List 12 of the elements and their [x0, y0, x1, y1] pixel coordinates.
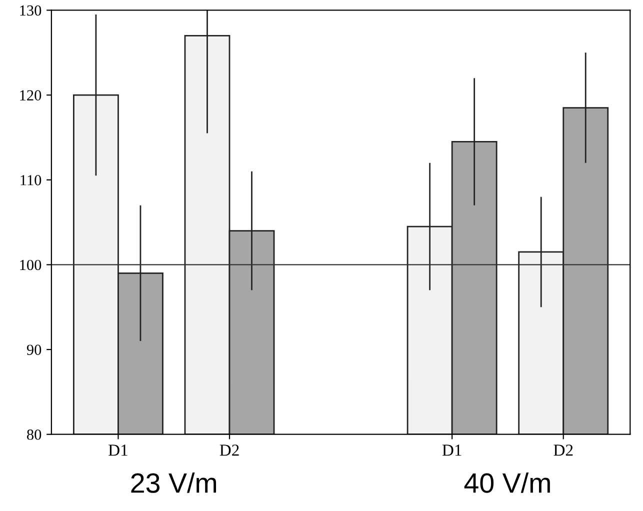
x-tick-label: D2: [220, 444, 239, 456]
y-tick-label: 130: [20, 5, 42, 16]
y-tick-label: 80: [27, 429, 42, 440]
text: 23 V/m: [131, 472, 216, 493]
y-tick-label: 110: [20, 175, 42, 186]
x-tick-label: D1: [442, 444, 462, 456]
y-tick-label: 120: [20, 90, 42, 100]
x-tick-label: D2: [554, 444, 573, 456]
y-tick-label: 100: [20, 260, 42, 270]
y-tick-label: 90: [26, 344, 42, 355]
text: 40 V/m: [464, 472, 550, 493]
x-tick-label: D1: [108, 444, 128, 456]
